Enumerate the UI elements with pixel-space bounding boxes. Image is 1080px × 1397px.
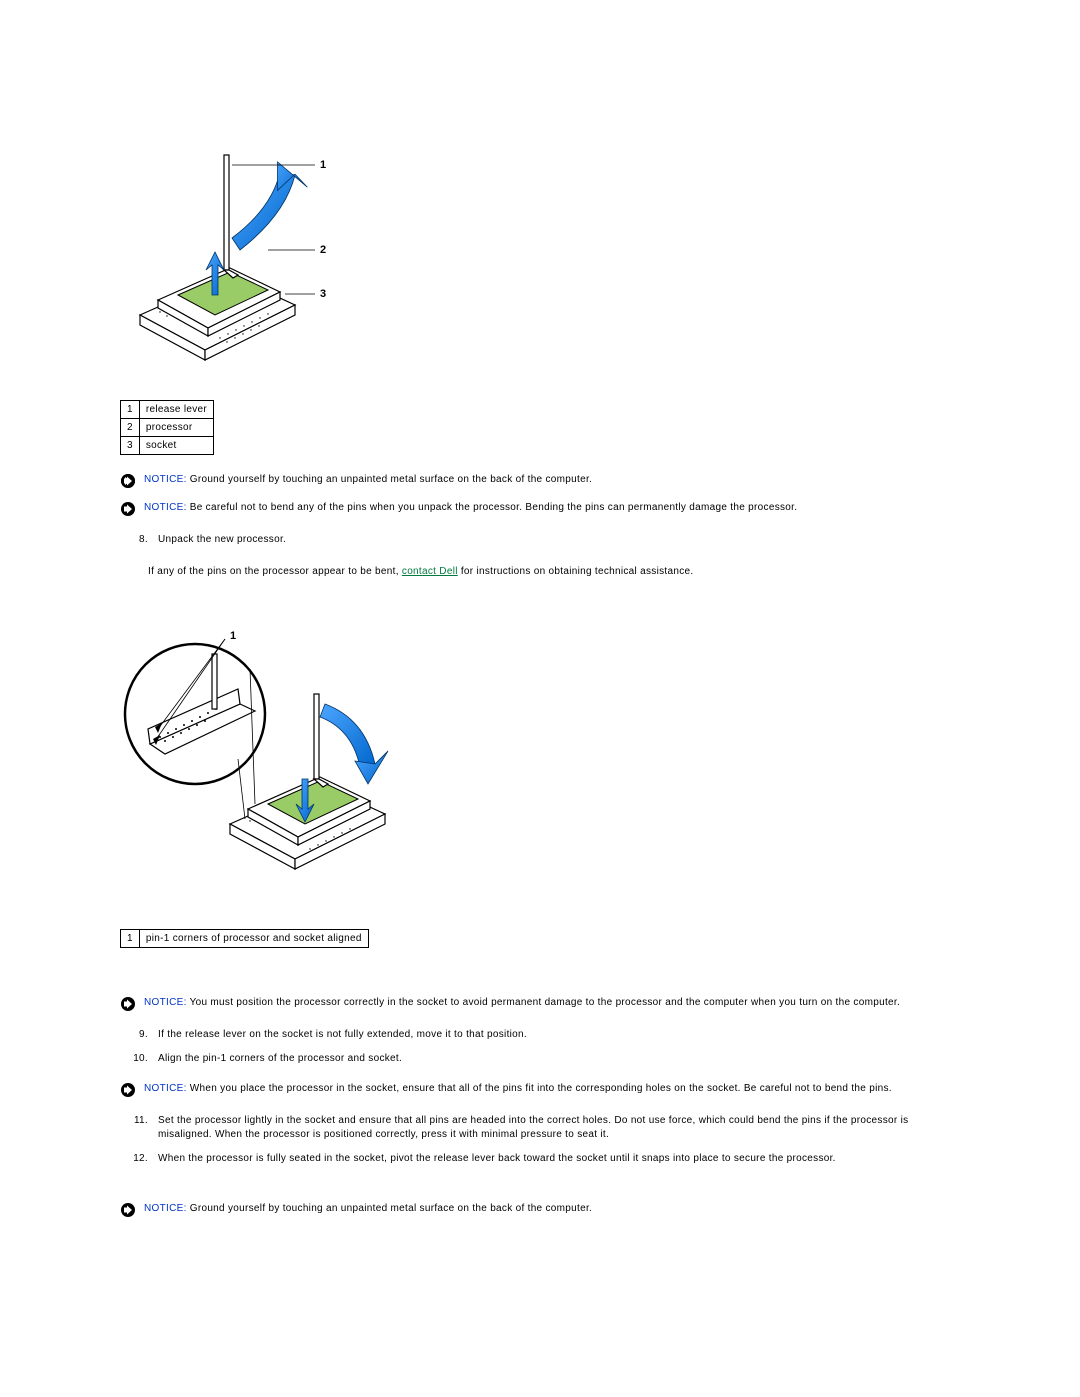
step-11: 11. Set the processor lightly in the soc… bbox=[120, 1114, 960, 1142]
notice-ground-2: NOTICE: Ground yourself by touching an u… bbox=[120, 1202, 960, 1218]
notice-body: When you place the processor in the sock… bbox=[187, 1083, 892, 1094]
table-row: 2 processor bbox=[121, 419, 214, 437]
figure-processor-removal: 1 2 3 bbox=[120, 120, 960, 370]
step-num: 12. bbox=[120, 1152, 158, 1166]
processor-install-svg: 1 bbox=[120, 609, 400, 899]
svg-text:3: 3 bbox=[320, 288, 326, 300]
step-text: When the processor is fully seated in th… bbox=[158, 1152, 836, 1166]
notice-icon bbox=[120, 501, 136, 517]
step-10: 10. Align the pin-1 corners of the proce… bbox=[120, 1052, 960, 1066]
table-row: 1 pin-1 corners of processor and socket … bbox=[121, 930, 369, 948]
notice-label: NOTICE: bbox=[144, 474, 187, 485]
legend-table-2: 1 pin-1 corners of processor and socket … bbox=[120, 929, 369, 948]
notice-icon bbox=[120, 996, 136, 1012]
notice-icon bbox=[120, 1202, 136, 1218]
contact-dell-link[interactable]: contact Dell bbox=[402, 566, 458, 577]
notice-text: NOTICE: You must position the processor … bbox=[144, 996, 900, 1010]
step-text: If the release lever on the socket is no… bbox=[158, 1028, 527, 1042]
notice-socket-pins: NOTICE: When you place the processor in … bbox=[120, 1082, 960, 1098]
table-row: 3 socket bbox=[121, 437, 214, 455]
legend-num: 1 bbox=[121, 930, 140, 948]
legend-num: 2 bbox=[121, 419, 140, 437]
notice-pins: NOTICE: Be careful not to bend any of th… bbox=[120, 501, 960, 517]
step-8-sub: If any of the pins on the processor appe… bbox=[148, 565, 960, 579]
svg-text:2: 2 bbox=[320, 244, 326, 256]
step-list: 9. If the release lever on the socket is… bbox=[120, 1028, 960, 1066]
step-8: 8. Unpack the new processor. bbox=[120, 533, 960, 547]
step-12: 12. When the processor is fully seated i… bbox=[120, 1152, 960, 1166]
step-num: 11. bbox=[120, 1114, 158, 1128]
step-list: 8. Unpack the new processor. bbox=[120, 533, 960, 547]
notice-text: NOTICE: Ground yourself by touching an u… bbox=[144, 473, 592, 487]
legend-label: pin-1 corners of processor and socket al… bbox=[139, 930, 368, 948]
processor-removal-svg: 1 2 3 bbox=[120, 120, 330, 370]
notice-icon bbox=[120, 473, 136, 489]
step-text: Unpack the new processor. bbox=[158, 533, 286, 547]
step-text: Align the pin-1 corners of the processor… bbox=[158, 1052, 402, 1066]
legend-num: 3 bbox=[121, 437, 140, 455]
notice-text: NOTICE: Ground yourself by touching an u… bbox=[144, 1202, 592, 1216]
notice-label: NOTICE: bbox=[144, 1083, 187, 1094]
notice-body: Ground yourself by touching an unpainted… bbox=[187, 1203, 592, 1214]
legend-label: release lever bbox=[139, 401, 213, 419]
legend-label: socket bbox=[139, 437, 213, 455]
notice-label: NOTICE: bbox=[144, 1203, 187, 1214]
notice-body: You must position the processor correctl… bbox=[187, 997, 900, 1008]
notice-icon bbox=[120, 1082, 136, 1098]
table-row: 1 release lever bbox=[121, 401, 214, 419]
notice-body: Be careful not to bend any of the pins w… bbox=[187, 502, 798, 513]
step-text: Set the processor lightly in the socket … bbox=[158, 1114, 960, 1142]
notice-ground-1: NOTICE: Ground yourself by touching an u… bbox=[120, 473, 960, 489]
notice-label: NOTICE: bbox=[144, 502, 187, 513]
notice-body: Ground yourself by touching an unpainted… bbox=[187, 474, 592, 485]
sub-pre: If any of the pins on the processor appe… bbox=[148, 566, 402, 577]
step-num: 10. bbox=[120, 1052, 158, 1066]
step-9: 9. If the release lever on the socket is… bbox=[120, 1028, 960, 1042]
notice-label: NOTICE: bbox=[144, 997, 187, 1008]
step-num: 8. bbox=[120, 533, 158, 547]
svg-text:1: 1 bbox=[230, 630, 236, 642]
step-num: 9. bbox=[120, 1028, 158, 1042]
legend-num: 1 bbox=[121, 401, 140, 419]
notice-position: NOTICE: You must position the processor … bbox=[120, 996, 960, 1012]
figure-processor-install: 1 bbox=[120, 609, 960, 899]
legend-table-1: 1 release lever 2 processor 3 socket bbox=[120, 400, 214, 455]
legend-label: processor bbox=[139, 419, 213, 437]
sub-post: for instructions on obtaining technical … bbox=[458, 566, 694, 577]
step-list: 11. Set the processor lightly in the soc… bbox=[120, 1114, 960, 1166]
svg-text:1: 1 bbox=[320, 159, 326, 171]
notice-text: NOTICE: When you place the processor in … bbox=[144, 1082, 892, 1096]
notice-text: NOTICE: Be careful not to bend any of th… bbox=[144, 501, 797, 515]
